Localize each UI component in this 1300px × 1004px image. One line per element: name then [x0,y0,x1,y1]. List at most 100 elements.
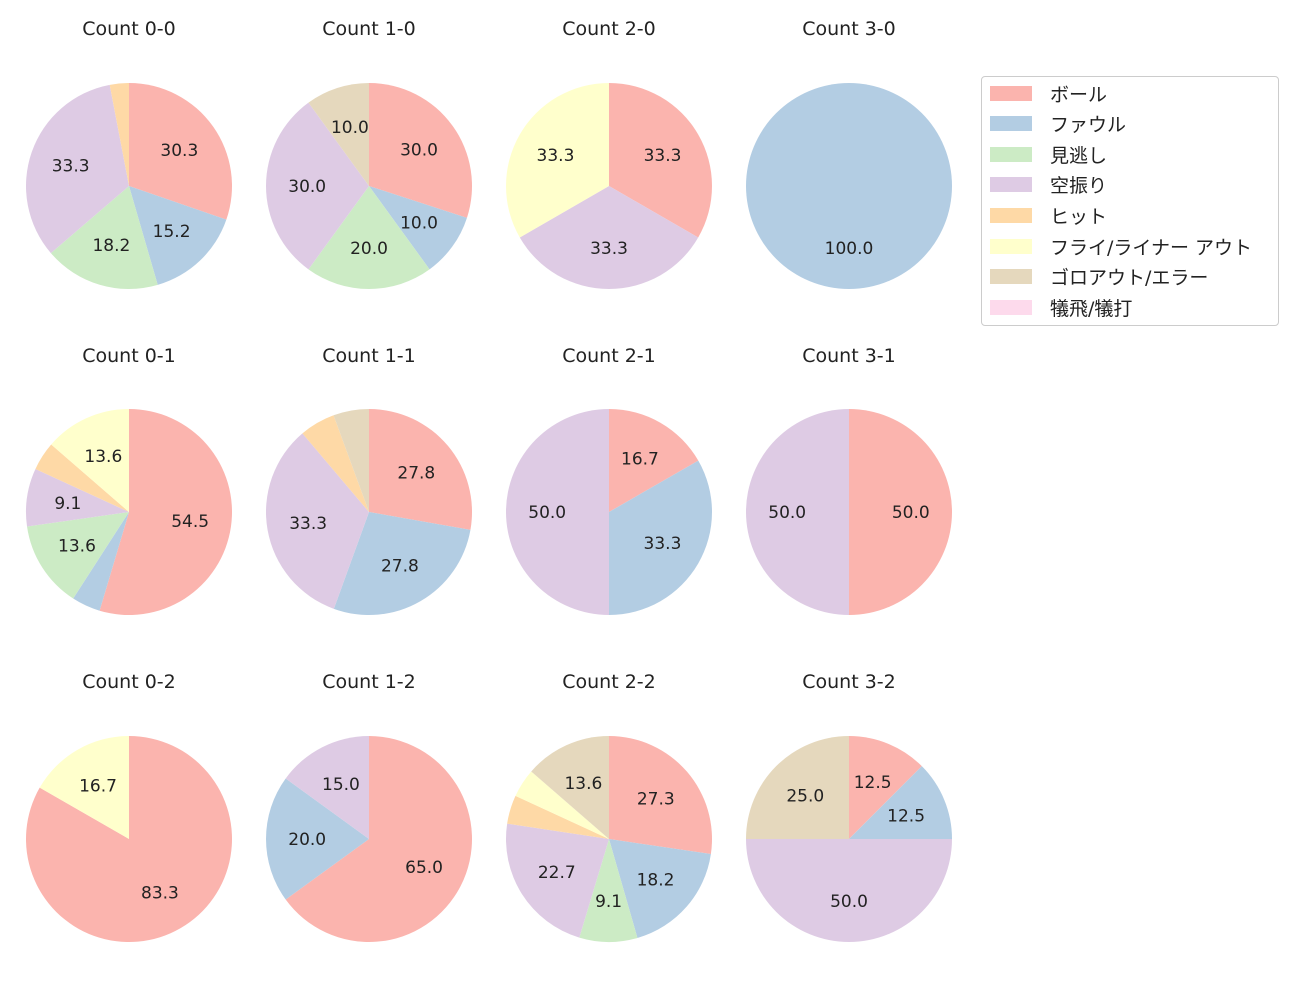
legend-label: ヒット [1050,205,1108,228]
pie-title: Count 0-2 [82,671,176,693]
pie-slice-label: 54.5 [171,512,209,532]
pie-slice-label: 33.3 [52,157,90,177]
pie-slice-label: 20.0 [288,830,326,850]
legend-label: ファウル [1050,114,1127,137]
pie-slice-label: 30.0 [288,177,326,197]
pie-slice-label: 50.0 [768,503,806,523]
pie-slice [746,83,952,289]
pie-slice-label: 12.5 [887,806,925,826]
pie-slice-label: 13.6 [58,536,96,556]
pie-slice-label: 83.3 [141,883,179,903]
legend-item: ファウル [990,114,1126,136]
pie-slice-label: 16.7 [621,450,659,470]
pie-title: Count 0-1 [82,345,176,367]
pie-slice-label: 9.1 [54,494,81,514]
pie-title: Count 3-2 [802,671,896,693]
pie-slice-label: 18.2 [637,871,675,891]
pie-slice [129,83,232,220]
pie-slice [609,460,712,615]
pie-slice [285,736,472,942]
pie-slice [26,468,130,527]
pie-slice [531,736,609,839]
legend-label: 空振り [1050,175,1108,198]
pie-title: Count 1-0 [322,18,416,40]
pie-slice [506,409,609,615]
legend-swatch [990,116,1032,132]
legend-item: フライ/ライナー アウト [990,236,1252,259]
pie-slice [50,186,158,289]
legend-swatch [990,177,1032,193]
pie-slice [99,409,233,615]
pie-title: Count 1-2 [322,671,416,693]
pie-slice [25,84,129,254]
pie-slice [51,409,129,512]
pie-slice-label: 50.0 [892,503,930,523]
pie-slice-label: 33.3 [537,146,575,166]
pie-slice [746,409,849,615]
pie-slice [266,433,369,609]
pie-slice-label: 65.0 [405,858,443,878]
legend-item: 見逃し [990,144,1107,167]
pie-slice [506,83,609,238]
pie-title: Count 2-0 [562,18,656,40]
pie-slice [609,409,699,512]
pie-slice [746,736,849,839]
pie-slice [849,409,952,615]
legend-swatch [990,85,1032,101]
pie-slice-label: 13.6 [84,447,122,467]
pie-slice-label: 10.0 [400,213,438,233]
pie-slice [369,186,467,270]
pie-slice-label: 30.0 [400,141,438,161]
legend-label: フライ/ライナー アウト [1050,236,1253,259]
pie-title: Count 3-0 [802,18,896,40]
legend-swatch [990,238,1032,254]
pie-slice [308,186,430,289]
pie-slice [35,444,129,512]
pie-slice [308,83,369,186]
pie-slice [302,415,369,512]
pie-slice [369,409,472,530]
pie-slice [849,736,922,839]
pie-slice [746,839,952,942]
pie-slice [73,512,129,611]
pie-slice-label: 16.7 [79,777,117,797]
pie-slice-label: 22.7 [538,863,576,883]
pie-slice [609,83,712,238]
pie-slice-label: 15.2 [153,222,191,242]
legend-swatch [990,269,1032,285]
pie-slice-label: 50.0 [528,503,566,523]
pie-slice [333,409,369,512]
pie-slice [285,736,369,839]
pie-slice-label: 10.0 [331,118,369,138]
legend: ボールファウル見逃し空振りヒットフライ/ライナー アウト ゴロアウト/エラー犠飛/… [981,76,1279,326]
pie-slice-label: 100.0 [825,239,874,259]
pie-title: Count 2-2 [562,671,656,693]
legend-label: ゴロアウト/エラー [1050,267,1209,290]
pie-slice-label: 18.2 [92,236,130,256]
pie-slice-label: 12.5 [854,773,892,793]
pie-title: Count 0-0 [82,18,176,40]
legend-label: ボール [1050,83,1108,106]
pie-slice-label: 20.0 [350,239,388,259]
legend-swatch [990,207,1032,223]
pie-slice-label: 33.3 [644,146,682,166]
pie-slice-label: 27.8 [381,557,419,577]
pie-slice-label: 25.0 [786,786,824,806]
pie-slice [369,83,472,218]
pie-slice [519,186,699,289]
legend-item: ヒット [990,205,1107,228]
pie-slice-label: 33.3 [644,534,682,554]
pie-slice [506,823,609,938]
pie-slice-label: 50.0 [830,892,868,912]
pie-slice [515,771,609,839]
pie-slice [27,512,130,599]
legend-item: ボール [990,83,1107,106]
legend-item: 犠飛/犠打 [990,297,1132,320]
pie-title: Count 2-1 [562,345,656,367]
pie-title: Count 1-1 [322,345,416,367]
pie-title: Count 3-1 [802,345,896,367]
pie-slice-label: 9.1 [595,892,622,912]
pie-slice [579,839,638,943]
